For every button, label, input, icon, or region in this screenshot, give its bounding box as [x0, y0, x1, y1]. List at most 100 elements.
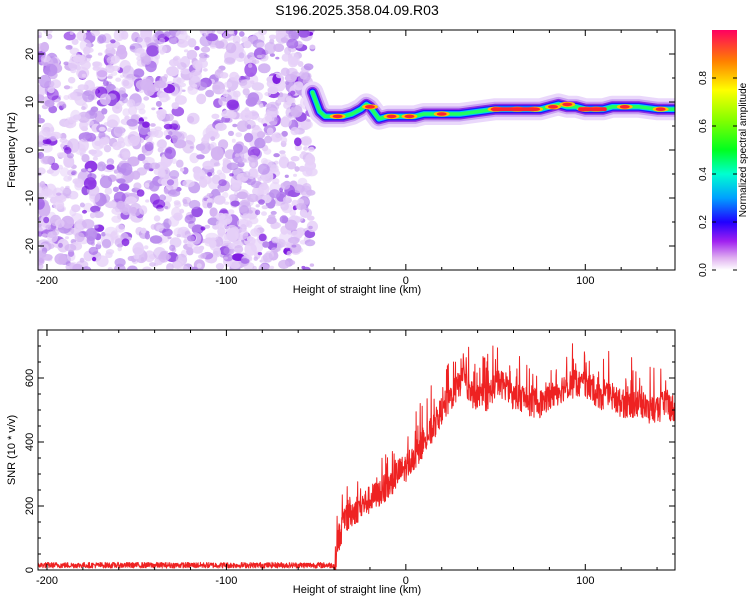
- noise-speckle: [294, 216, 304, 222]
- noise-speckle: [223, 256, 228, 260]
- noise-speckle: [217, 227, 226, 236]
- noise-speckle: [268, 34, 277, 40]
- noise-speckle: [247, 146, 261, 158]
- noise-speckle: [180, 68, 191, 75]
- noise-speckle: [269, 265, 275, 270]
- snr-x-tick-label: 0: [403, 575, 409, 587]
- noise-speckle: [45, 224, 51, 230]
- noise-speckle: [228, 194, 236, 201]
- noise-speckle: [38, 198, 45, 210]
- noise-speckle: [263, 148, 272, 155]
- signal-peak-spot: [562, 102, 573, 107]
- noise-speckle: [152, 199, 166, 209]
- noise-speckle: [270, 133, 282, 143]
- noise-speckle: [307, 215, 315, 221]
- noise-speckle: [255, 209, 261, 216]
- noise-speckle: [223, 201, 230, 205]
- noise-speckle: [38, 117, 45, 124]
- noise-speckle: [291, 230, 301, 237]
- noise-speckle: [74, 143, 86, 155]
- noise-speckle: [85, 54, 93, 59]
- noise-speckle: [303, 63, 314, 71]
- noise-speckle: [165, 135, 171, 140]
- noise-speckle: [136, 56, 142, 61]
- snr-axes: -200 -100 0 100 0 200 400 600: [24, 329, 675, 587]
- noise-speckle: [254, 137, 266, 149]
- noise-speckle: [258, 263, 270, 270]
- noise-speckle: [76, 67, 90, 79]
- noise-speckle: [283, 241, 292, 249]
- noise-speckle: [137, 153, 146, 161]
- noise-speckle: [158, 115, 164, 121]
- signal-peak-spot: [404, 114, 415, 119]
- noise-speckle: [230, 200, 240, 207]
- noise-speckle: [234, 245, 244, 254]
- noise-speckle: [91, 30, 101, 37]
- noise-speckle: [121, 151, 131, 158]
- noise-speckle: [114, 258, 126, 267]
- noise-speckle: [113, 191, 126, 204]
- noise-speckle: [217, 172, 226, 182]
- noise-speckle: [118, 183, 130, 192]
- noise-speckle: [112, 102, 123, 114]
- noise-speckle: [105, 43, 113, 48]
- noise-speckle: [129, 102, 134, 107]
- noise-speckle: [59, 167, 70, 177]
- noise-speckle: [167, 236, 172, 240]
- noise-speckle: [240, 258, 250, 264]
- noise-speckle: [40, 41, 50, 53]
- noise-speckle: [127, 131, 141, 147]
- noise-speckle: [133, 68, 145, 78]
- noise-speckle: [213, 162, 221, 167]
- snr-x-tick-label: 100: [576, 575, 594, 587]
- noise-speckle: [87, 173, 97, 181]
- noise-speckle: [105, 64, 115, 73]
- noise-speckle: [153, 80, 167, 89]
- noise-speckle: [128, 105, 138, 116]
- noise-speckle: [178, 82, 187, 88]
- noise-speckle: [61, 215, 75, 229]
- colorbar-tick-label: 0.0: [698, 263, 709, 277]
- noise-speckle: [122, 65, 135, 79]
- noise-speckle: [244, 242, 257, 256]
- noise-speckle: [204, 224, 211, 229]
- noise-speckle: [63, 31, 76, 41]
- noise-speckle: [154, 130, 164, 138]
- snr-x-tick-label: -200: [36, 575, 58, 587]
- noise-speckle: [156, 224, 164, 232]
- noise-speckle: [264, 41, 276, 55]
- noise-speckle: [115, 77, 122, 82]
- noise-speckle: [209, 239, 217, 249]
- noise-speckle: [307, 157, 312, 163]
- figure-title: S196.2025.358.04.09.R03: [275, 2, 439, 18]
- noise-speckle: [166, 179, 175, 186]
- noise-speckle: [117, 44, 127, 55]
- noise-speckle: [139, 205, 148, 215]
- noise-speckle: [303, 146, 309, 151]
- noise-speckle: [258, 199, 265, 205]
- noise-speckle: [58, 242, 63, 248]
- noise-speckle: [144, 141, 154, 152]
- noise-speckle: [252, 265, 257, 270]
- noise-speckle: [89, 109, 96, 116]
- noise-speckle: [138, 120, 144, 125]
- noise-speckle: [158, 92, 170, 103]
- noise-speckle: [121, 238, 130, 247]
- noise-speckle: [49, 126, 55, 133]
- noise-speckle: [223, 57, 236, 65]
- noise-speckle: [153, 247, 167, 260]
- noise-speckle: [205, 89, 215, 98]
- noise-speckle: [124, 196, 137, 205]
- noise-speckle: [277, 99, 282, 104]
- noise-speckle: [74, 232, 85, 243]
- noise-speckle: [59, 137, 68, 143]
- noise-speckle: [301, 151, 307, 155]
- noise-speckle: [86, 30, 91, 33]
- noise-speckle: [262, 252, 273, 263]
- noise-speckle: [235, 132, 242, 138]
- noise-speckle: [69, 31, 74, 35]
- spectrogram-x-tick-label: -200: [36, 275, 58, 287]
- noise-speckle: [206, 198, 213, 203]
- noise-speckle: [46, 169, 54, 174]
- noise-speckle: [294, 166, 300, 172]
